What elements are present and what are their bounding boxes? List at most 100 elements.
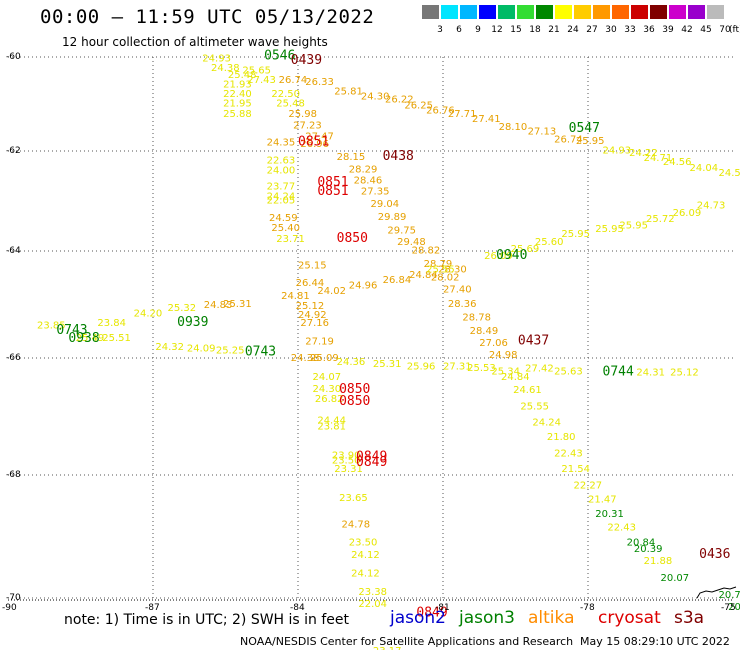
wave-height-value: 26.96 (300, 139, 329, 150)
pass-time-label: 0849 (356, 455, 387, 470)
wave-height-value: 29.75 (387, 226, 416, 237)
wave-height-value: 24.30 (313, 384, 342, 395)
legend-swatch (650, 5, 667, 19)
generation-timestamp: May 15 08:29:10 UTC 2022 (580, 635, 730, 648)
wave-height-value: 24.32 (155, 342, 184, 353)
wave-height-value: 24.96 (349, 280, 378, 291)
wave-height-value: 21.54 (561, 464, 590, 475)
wave-height-value: 26.44 (296, 278, 325, 289)
wave-height-value: 22.50 (271, 89, 300, 100)
legend-label: 3 (437, 25, 443, 35)
wave-height-value: 20.31 (595, 509, 624, 520)
wave-height-value: 24.22 (629, 148, 658, 159)
legend-swatch (422, 5, 439, 19)
wave-height-value: 27.31 (443, 362, 472, 373)
pass-time-label: 0436 (699, 547, 730, 562)
wave-height-value: 25.55 (520, 401, 549, 412)
wave-height-value: 20.20 (728, 602, 740, 613)
wave-height-value: 28.46 (354, 176, 383, 187)
wave-height-value: 24.12 (351, 550, 380, 561)
longitude-label: -90 (2, 603, 17, 613)
pass-time-label: 0437 (518, 334, 549, 349)
wave-height-value: 25.95 (595, 224, 624, 235)
wave-height-value: 24.35 (267, 137, 296, 148)
wave-height-value: 25.98 (288, 109, 317, 120)
legend-swatch (441, 5, 458, 19)
wave-height-value: 24.31 (636, 368, 665, 379)
wave-height-value: 23.50 (349, 538, 378, 549)
satellite-s3a: s3a (674, 608, 705, 628)
pass-time-label: 0439 (291, 53, 322, 68)
pass-time-label: 0850 (339, 394, 370, 409)
units-note: note: 1) Time is in UTC; 2) SWH is in fe… (64, 612, 350, 628)
wave-height-value: 26.76 (426, 105, 455, 116)
legend-label: 18 (529, 25, 541, 35)
wave-height-value: 24.83 (204, 300, 233, 311)
wave-height-value: 25.31 (223, 299, 252, 310)
wave-height-value: 23.71 (276, 234, 305, 245)
wave-height-value: 25.34 (491, 366, 520, 377)
legend-label: 15 (510, 25, 522, 35)
wave-height-value: 27.19 (305, 337, 334, 348)
longitude-label: -81 (435, 603, 450, 613)
pass-time-label: 0849 (356, 449, 387, 464)
map-grid (8, 56, 733, 601)
wave-height-value: 25.95 (619, 221, 648, 232)
legend-label: 12 (491, 25, 503, 35)
pass-time-label: 0939 (177, 315, 208, 330)
wave-height-value: 24.73 (697, 201, 726, 212)
page-title: 00:00 – 11:59 UTC 05/13/2022 (40, 6, 375, 28)
legend-swatch (669, 5, 686, 19)
wave-height-value: 25.51 (102, 333, 131, 344)
wave-height-value: 24.84 (409, 270, 438, 281)
wave-height-value: 24.24 (532, 417, 561, 428)
legend-label: 24 (567, 25, 579, 35)
legend-swatch (612, 5, 629, 19)
legend-swatch (707, 5, 724, 19)
legend-label: 36 (643, 25, 655, 35)
wave-height-value: 25.12 (670, 368, 699, 379)
wave-height-value: 28.82 (412, 246, 441, 257)
wave-height-value: 25.53 (467, 363, 496, 374)
legend-swatch (688, 5, 705, 19)
wave-height-value: 27.71 (448, 109, 477, 120)
wave-height-value: 26.09 (484, 251, 513, 262)
legend-swatch (460, 5, 477, 19)
wave-height-value: 27.13 (528, 127, 557, 138)
wave-height-value: 26.09 (673, 208, 702, 219)
wave-height-value: 26.74 (554, 135, 583, 146)
wave-height-value: 28.49 (470, 326, 499, 337)
latitude-label: -62 (6, 146, 21, 156)
wave-height-value: 28.78 (462, 313, 491, 324)
wave-height-value: 28.36 (448, 299, 477, 310)
latitude-label: -64 (6, 246, 21, 256)
wave-height-value: 24.98 (489, 350, 518, 361)
wave-height-value: 20.76 (719, 590, 740, 601)
wave-height-value: 25.31 (373, 359, 402, 370)
wave-height-value: 23.50 (332, 455, 361, 466)
pass-time-label: 0743 (245, 344, 276, 359)
coastline (696, 586, 737, 599)
wave-height-value: 24.56 (663, 157, 692, 168)
wave-height-value: 28.30 (438, 264, 467, 275)
legend-label: 45 (700, 25, 712, 35)
wave-height-value: 23.77 (267, 182, 296, 193)
legend-swatch (593, 5, 610, 19)
wave-height-value: 26.33 (305, 77, 334, 88)
wave-height-value: 23.81 (317, 421, 346, 432)
pass-time-label: 0849 (416, 605, 447, 620)
wave-height-value: 25.96 (407, 362, 436, 373)
wave-height-value: 25.48 (276, 98, 305, 109)
wave-height-value: 23.65 (339, 493, 368, 504)
wave-height-value: 24.93 (603, 146, 632, 157)
wave-height-value: 25.15 (298, 261, 327, 272)
wave-height-value: 24.93 (202, 54, 231, 65)
pass-time-label: 0850 (337, 231, 368, 246)
wave-height-value: 21.95 (223, 98, 252, 109)
legend-swatch (574, 5, 591, 19)
wave-height-value: 26.25 (404, 101, 433, 112)
legend-label: 27 (586, 25, 598, 35)
latitude-label: -70 (6, 593, 21, 603)
